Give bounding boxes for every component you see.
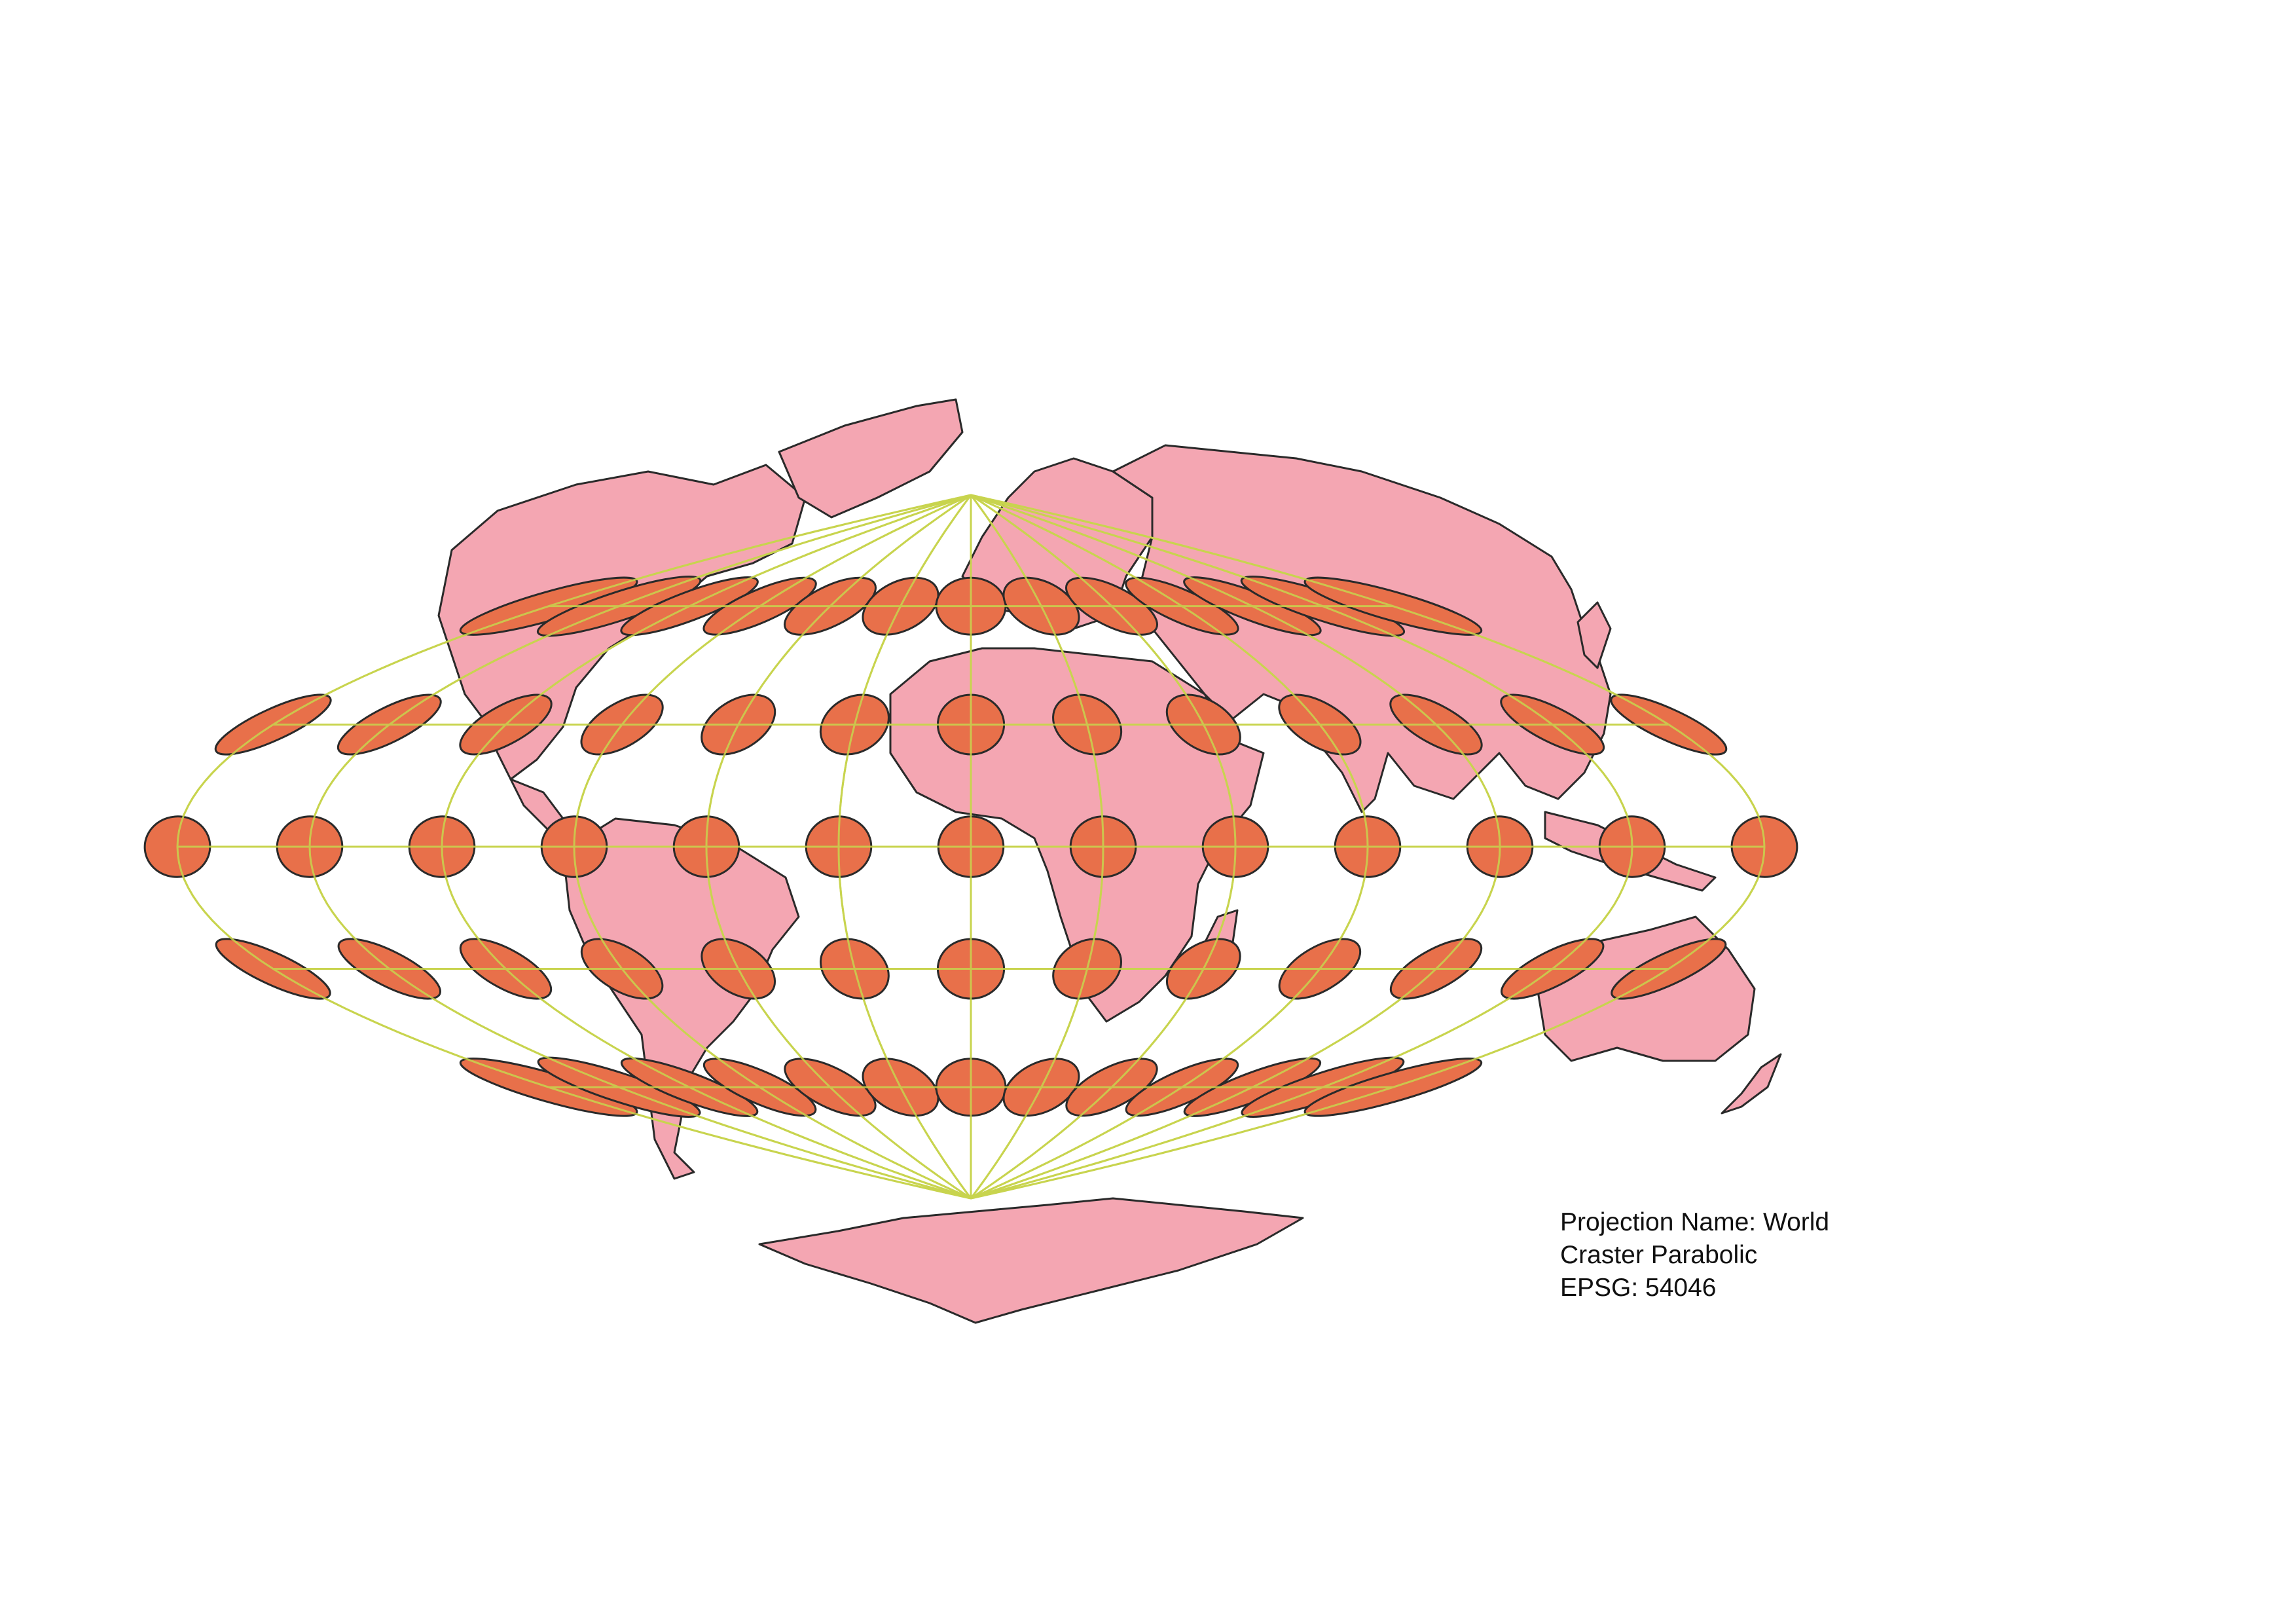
projection-label: Projection Name: World Craster Parabolic…	[1560, 1206, 1829, 1304]
projection-name-line: Projection Name: World	[1560, 1208, 1830, 1236]
projection-type-line: Craster Parabolic	[1560, 1241, 1758, 1269]
landmass-south-america	[562, 817, 800, 1180]
landmass-antarctica	[758, 1197, 1304, 1324]
epsg-code-line: EPSG: 54046	[1560, 1274, 1717, 1302]
landmass-greenland	[778, 398, 964, 519]
landmass-new-zealand	[1721, 1053, 1782, 1115]
landmass-japan	[1576, 601, 1612, 669]
graticule-overlay	[176, 494, 1766, 1200]
